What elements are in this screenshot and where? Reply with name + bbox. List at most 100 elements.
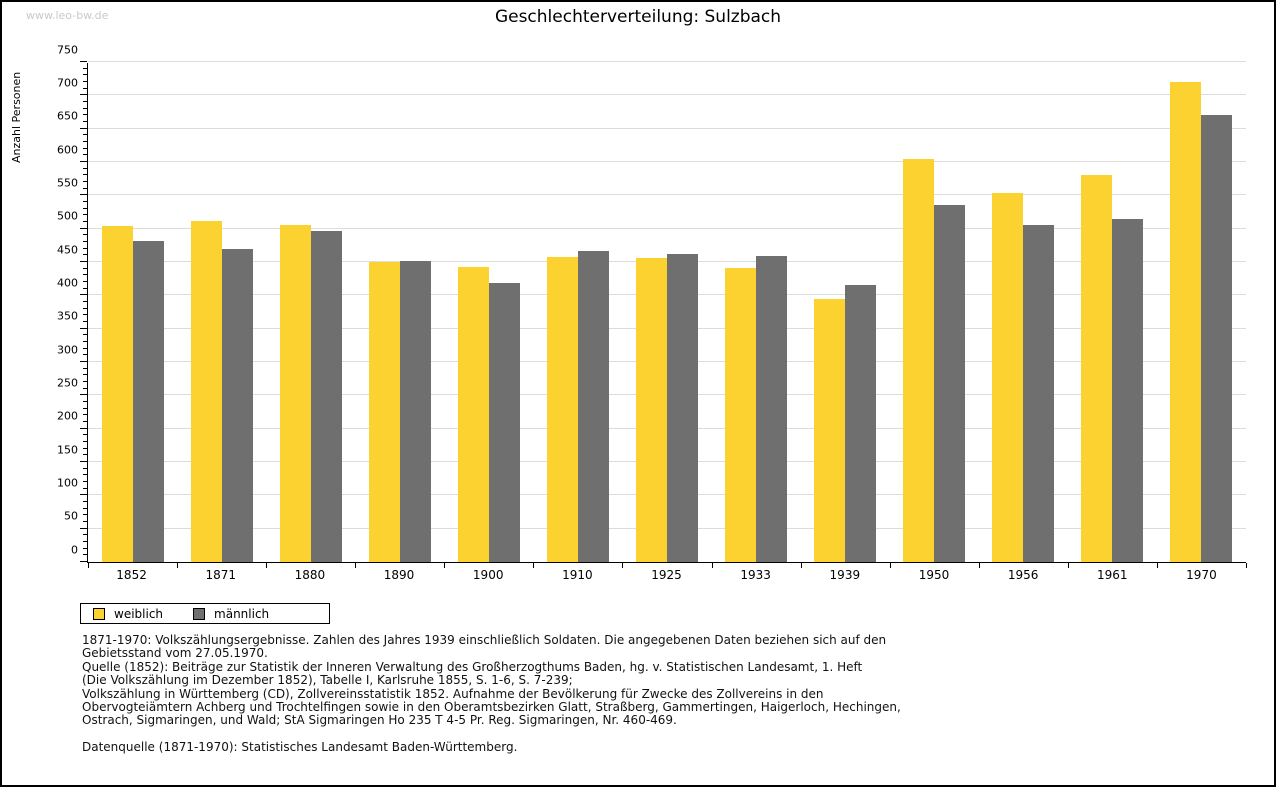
bar-männlich-1956 xyxy=(1023,224,1055,562)
y-tick-label: 150 xyxy=(57,443,78,456)
y-minor-tick xyxy=(83,307,87,309)
x-axis-label-1961: 1961 xyxy=(1097,568,1128,582)
bar-group-1880 xyxy=(266,63,355,562)
y-minor-tick xyxy=(83,107,87,109)
y-major-tick xyxy=(80,461,87,462)
x-tick xyxy=(355,563,357,568)
x-axis-label-1880: 1880 xyxy=(294,568,326,582)
legend-item-weiblich: weiblich xyxy=(93,607,163,621)
footnote-line: Volkszählung in Württemberg (CD), Zollve… xyxy=(82,686,824,701)
bar-weiblich-1939 xyxy=(814,299,846,562)
y-minor-tick xyxy=(83,254,87,256)
y-minor-tick xyxy=(83,547,87,549)
y-minor-tick xyxy=(83,147,87,149)
x-axis-label-1970: 1970 xyxy=(1186,568,1217,582)
y-tick-label: 500 xyxy=(57,209,78,223)
y-minor-tick xyxy=(83,207,87,209)
y-minor-tick xyxy=(83,474,87,476)
bar-weiblich-1961 xyxy=(1081,175,1113,562)
y-major-tick xyxy=(80,494,87,496)
x-axis-labels: 1852 1871 1880 1890 1900 1910 1925 1933 1939 1950… xyxy=(87,568,1246,582)
y-minor-tick xyxy=(83,114,87,116)
x-tick xyxy=(889,563,891,568)
chart-title: Geschlechterverteilung: Sulzbach xyxy=(494,7,782,27)
footnotes: 1871-1970: Volkszählungsergebnisse. Zahl… xyxy=(82,633,1222,755)
y-tick-label: 200 xyxy=(57,409,78,423)
gridline-500 xyxy=(88,227,1246,229)
bar-group-1950 xyxy=(890,63,979,562)
y-major-tick xyxy=(80,527,87,529)
bar-group-1900 xyxy=(444,63,533,562)
y-minor-tick xyxy=(83,334,87,336)
x-axis-label-1890: 1890 xyxy=(383,568,415,582)
y-minor-tick xyxy=(83,374,87,376)
bar-group-1970 xyxy=(1157,63,1246,562)
y-major-tick xyxy=(80,261,87,262)
y-minor-tick xyxy=(83,387,87,389)
x-axis-label-1933: 1933 xyxy=(740,568,771,582)
y-minor-tick xyxy=(83,81,87,82)
y-major-tick xyxy=(80,427,87,429)
bar-männlich-1890 xyxy=(399,261,431,562)
y-major-tick xyxy=(80,227,87,229)
y-minor-tick xyxy=(83,74,87,76)
y-minor-tick xyxy=(83,167,87,169)
x-axis-label-1950: 1950 xyxy=(918,568,950,582)
y-minor-tick xyxy=(83,401,87,402)
y-major-tick xyxy=(80,394,87,396)
y-major-tick xyxy=(80,361,87,362)
bar-weiblich-1900 xyxy=(457,267,489,562)
bar-group-1933 xyxy=(712,63,801,562)
y-minor-tick xyxy=(83,534,87,536)
y-tick-label: 550 xyxy=(57,176,78,190)
y-minor-tick xyxy=(83,181,87,182)
y-tick-label: 750 xyxy=(57,43,78,56)
y-tick-label: 400 xyxy=(57,276,78,290)
y-minor-tick xyxy=(83,87,87,89)
bar-group-1961 xyxy=(1068,63,1157,562)
y-minor-tick xyxy=(83,281,87,282)
y-minor-tick xyxy=(83,514,87,516)
y-major-tick xyxy=(80,561,87,562)
y-major-tick xyxy=(80,294,87,296)
y-major-tick xyxy=(80,327,87,329)
y-tick-label: 650 xyxy=(57,109,78,123)
x-axis-label-1871: 1871 xyxy=(205,568,236,582)
y-minor-tick xyxy=(83,187,87,189)
y-minor-tick xyxy=(83,521,87,522)
bar-männlich-1880 xyxy=(310,231,342,562)
x-tick xyxy=(622,563,624,568)
bar-weiblich-1852 xyxy=(101,226,133,562)
y-minor-tick xyxy=(83,487,87,489)
gridline-550 xyxy=(88,194,1246,196)
y-tick-label: 50 xyxy=(64,509,78,523)
y-minor-tick xyxy=(83,507,87,509)
bar-group-1871 xyxy=(177,63,266,562)
x-axis-label-1852: 1852 xyxy=(116,568,147,582)
bar-weiblich-1933 xyxy=(725,268,757,562)
y-minor-tick xyxy=(83,407,87,409)
footnote-line: (Die Volkszählung im Dezember 1852), Tab… xyxy=(82,673,573,688)
y-tick-label: 600 xyxy=(57,143,78,156)
x-tick xyxy=(978,563,980,568)
y-minor-tick xyxy=(83,67,87,69)
footnote-line: Quelle (1852): Beiträge zur Statistik de… xyxy=(82,659,863,674)
y-minor-tick xyxy=(83,347,87,349)
y-major-tick xyxy=(80,127,87,129)
gridline-750 xyxy=(88,61,1246,62)
bar-männlich-1925 xyxy=(667,254,698,562)
y-minor-tick xyxy=(83,447,87,449)
plot-area: 0 50 100 150 200 250 300 350 400 450 500 550 600 650 7… xyxy=(57,43,1247,568)
bar-männlich-1950 xyxy=(934,204,966,562)
x-tick xyxy=(1246,563,1247,568)
y-minor-tick xyxy=(83,421,87,422)
bar-männlich-1970 xyxy=(1201,115,1233,562)
bar-männlich-1852 xyxy=(132,240,164,562)
y-minor-tick xyxy=(83,134,87,136)
y-minor-tick xyxy=(83,454,87,456)
legend-item-maennlich: männlich xyxy=(193,607,269,621)
legend: weiblich männlich xyxy=(80,603,330,624)
x-tick xyxy=(88,563,89,568)
x-axis-label-1910: 1910 xyxy=(562,568,593,582)
